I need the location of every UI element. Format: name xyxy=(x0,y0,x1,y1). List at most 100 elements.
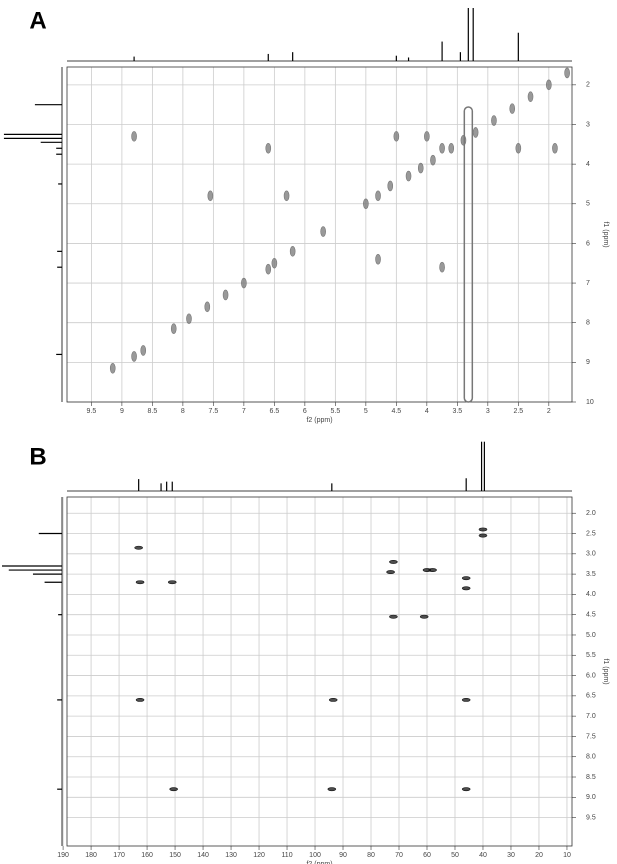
cross-peak xyxy=(478,527,488,532)
y-tick-label: 2.0 xyxy=(586,510,596,517)
cross-peak xyxy=(265,142,272,154)
x-tick-label: 8 xyxy=(181,408,185,415)
x-tick-label: 90 xyxy=(339,852,347,859)
cross-peak xyxy=(386,570,395,574)
x-tick-label: 3 xyxy=(486,408,490,415)
x-axis-label: f2 (ppm) xyxy=(306,417,332,424)
y-axis-label: f1 (ppm) xyxy=(602,221,609,247)
y-tick-label: 8 xyxy=(586,320,590,327)
cross-peak xyxy=(135,698,145,702)
x-tick-label: 5.5 xyxy=(330,408,340,415)
x-tick-label: 7 xyxy=(242,408,246,415)
cross-peak xyxy=(363,198,369,210)
cross-peak xyxy=(167,580,177,585)
y-tick-label: 2 xyxy=(586,82,590,89)
x-tick-label: 140 xyxy=(197,852,209,859)
cross-peak xyxy=(135,580,145,585)
y-tick-label: 7.5 xyxy=(586,733,596,740)
x-tick-label: 130 xyxy=(225,852,237,859)
cross-peak xyxy=(460,135,467,146)
cross-peak xyxy=(419,614,429,619)
x-tick-label: 8.5 xyxy=(148,408,158,415)
cross-peak xyxy=(430,154,436,166)
cross-peak xyxy=(131,131,137,142)
x-tick-label: 170 xyxy=(113,852,125,859)
cross-peak xyxy=(170,323,177,334)
x-tick-label: 10 xyxy=(563,852,571,859)
cross-peak xyxy=(405,170,412,182)
plot-frame xyxy=(66,66,573,403)
x-tick-label: 190 xyxy=(57,852,69,859)
x-axis-label: f2 (ppm) xyxy=(306,861,332,864)
cross-peak xyxy=(289,246,296,257)
y-tick-label: 9 xyxy=(586,359,590,366)
x-tick-label: 160 xyxy=(141,852,153,859)
cross-peak xyxy=(222,289,229,301)
y-tick-label: 6 xyxy=(586,240,590,247)
y-tick-label: 8.0 xyxy=(586,754,596,761)
cross-peak xyxy=(564,67,570,79)
cross-peak xyxy=(428,568,437,572)
x-tick-label: 100 xyxy=(309,852,321,859)
cross-peak xyxy=(134,545,143,550)
x-tick-label: 9.5 xyxy=(87,408,97,415)
y-tick-label: 4.0 xyxy=(586,591,596,598)
y-tick-label: 4 xyxy=(586,161,590,168)
cross-peak xyxy=(389,560,398,564)
cross-peak xyxy=(461,787,471,792)
y-tick-label: 5.0 xyxy=(586,632,596,639)
x-tick-label: 40 xyxy=(479,852,487,859)
cross-peak xyxy=(509,103,516,114)
y-tick-label: 6.0 xyxy=(586,672,596,679)
x-tick-label: 180 xyxy=(85,852,97,859)
cross-peak xyxy=(552,142,558,154)
y-tick-label: 8.5 xyxy=(586,774,596,781)
y-tick-label: 4.5 xyxy=(586,612,596,619)
plot-frame xyxy=(66,496,573,847)
cross-peak xyxy=(478,533,488,538)
y-tick-label: 5.5 xyxy=(586,652,596,659)
noise-streak xyxy=(463,106,474,403)
x-tick-label: 110 xyxy=(281,852,292,859)
x-tick-label: 20 xyxy=(535,852,543,859)
cross-peak xyxy=(389,614,398,619)
cross-peak xyxy=(169,787,178,792)
y-tick-label: 9.5 xyxy=(586,814,596,821)
cross-peak xyxy=(265,263,272,275)
x-tick-label: 7.5 xyxy=(209,408,219,415)
cross-peak xyxy=(320,226,326,237)
x-tick-label: 2.5 xyxy=(513,408,523,415)
cross-peak xyxy=(207,190,214,202)
y-axis-label: f1 (ppm) xyxy=(602,658,609,684)
cross-peak xyxy=(204,301,211,313)
y-tick-label: 6.5 xyxy=(586,693,596,700)
y-tick-label: 7.0 xyxy=(586,713,596,720)
y-tick-label: 7 xyxy=(586,280,590,287)
x-tick-label: 30 xyxy=(507,852,515,859)
cross-peak xyxy=(461,698,471,702)
cross-peak xyxy=(439,142,445,154)
cross-peak xyxy=(424,131,430,142)
x-tick-label: 9 xyxy=(120,408,124,415)
cross-peak xyxy=(546,79,552,91)
x-tick-label: 60 xyxy=(423,852,431,859)
cross-peak xyxy=(448,142,455,154)
cross-peak xyxy=(131,351,137,362)
panel-label: A xyxy=(29,7,46,34)
x-tick-label: 120 xyxy=(253,852,265,859)
y-tick-label: 3.5 xyxy=(586,571,596,578)
y-tick-label: 10 xyxy=(586,399,594,406)
cross-peak xyxy=(515,142,522,154)
cross-peak xyxy=(375,253,381,265)
cross-peak xyxy=(472,127,479,138)
cross-peak xyxy=(439,261,445,273)
x-tick-label: 4 xyxy=(425,408,429,415)
cross-peak xyxy=(283,190,290,202)
x-tick-label: 3.5 xyxy=(452,408,462,415)
cross-peak xyxy=(393,131,400,142)
cross-peak xyxy=(461,586,471,591)
y-tick-label: 3 xyxy=(586,121,590,128)
x-tick-label: 70 xyxy=(395,852,403,859)
y-tick-label: 2.5 xyxy=(586,530,596,537)
